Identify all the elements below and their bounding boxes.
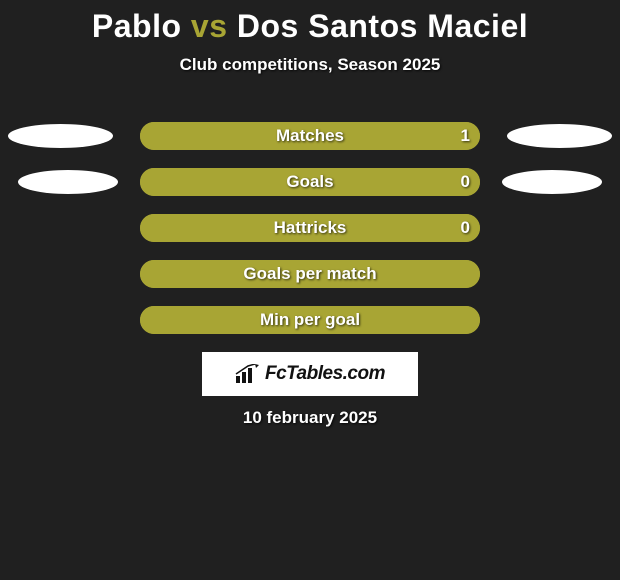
logo-box: FcTables.com bbox=[202, 352, 418, 396]
stat-bar-fill bbox=[140, 306, 480, 334]
stat-bar: Min per goal bbox=[140, 306, 480, 334]
stat-bar: Hattricks0 bbox=[140, 214, 480, 242]
player1-name: Pablo bbox=[92, 8, 182, 44]
footer-date: 10 february 2025 bbox=[0, 408, 620, 428]
player2-name: Dos Santos Maciel bbox=[237, 8, 528, 44]
stat-bar: Matches1 bbox=[140, 122, 480, 150]
stat-row: Goals per match bbox=[0, 251, 620, 297]
stat-row: Min per goal bbox=[0, 297, 620, 343]
vs-label: vs bbox=[191, 8, 228, 44]
left-ellipse bbox=[18, 170, 118, 194]
stat-bar: Goals0 bbox=[140, 168, 480, 196]
stat-rows: Matches1 Goals0 Hattricks0 Goals per match M… bbox=[0, 113, 620, 343]
stat-bar: Goals per match bbox=[140, 260, 480, 288]
right-ellipse bbox=[507, 124, 612, 148]
logo-text: FcTables.com bbox=[265, 363, 385, 385]
stat-bar-fill bbox=[140, 214, 480, 242]
right-ellipse bbox=[502, 170, 602, 194]
subtitle: Club competitions, Season 2025 bbox=[0, 55, 620, 75]
stat-bar-fill bbox=[140, 122, 480, 150]
stat-bar-fill bbox=[140, 260, 480, 288]
left-ellipse bbox=[8, 124, 113, 148]
page-title: Pablo vs Dos Santos Maciel bbox=[0, 0, 620, 45]
stat-row: Hattricks0 bbox=[0, 205, 620, 251]
stat-bar-fill bbox=[140, 168, 480, 196]
chart-icon bbox=[235, 364, 259, 384]
stat-row: Matches1 bbox=[0, 113, 620, 159]
stat-row: Goals0 bbox=[0, 159, 620, 205]
